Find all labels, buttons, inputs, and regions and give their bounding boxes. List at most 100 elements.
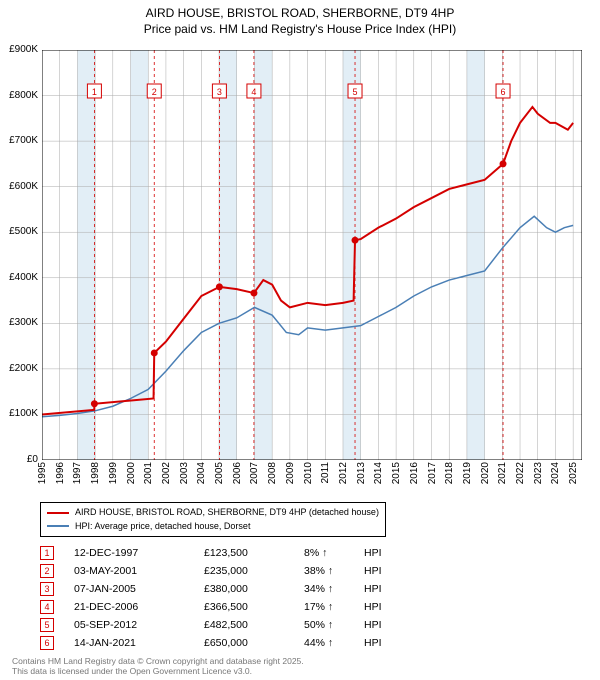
transaction-suffix: HPI [364, 619, 382, 631]
x-tick-label: 2003 [179, 462, 190, 484]
x-tick-label: 2021 [497, 462, 508, 484]
x-tick-label: 2006 [232, 462, 243, 484]
x-tick-label: 2020 [480, 462, 491, 484]
transaction-marker: 1 [40, 546, 54, 560]
x-tick-label: 2005 [214, 462, 225, 484]
transaction-row: 5 05-SEP-2012£482,50050% ↑HPI [40, 616, 382, 634]
transaction-marker: 6 [40, 636, 54, 650]
chart-plot-area: 1 2 3 4 5 6 [42, 50, 582, 460]
transaction-diff: 17% ↑ [304, 601, 364, 613]
x-tick-label: 2013 [356, 462, 367, 484]
x-tick-label: 2012 [338, 462, 349, 484]
svg-text:2: 2 [152, 87, 157, 97]
x-tick-label: 1996 [55, 462, 66, 484]
legend-label: HPI: Average price, detached house, Dors… [75, 520, 250, 534]
x-tick-label: 1999 [108, 462, 119, 484]
transaction-price: £650,000 [204, 637, 304, 649]
x-tick-label: 1998 [90, 462, 101, 484]
transaction-price: £380,000 [204, 583, 304, 595]
footer-line-1: Contains HM Land Registry data © Crown c… [12, 656, 304, 666]
transaction-diff: 8% ↑ [304, 547, 364, 559]
x-tick-label: 2011 [320, 462, 331, 484]
x-tick-label: 2002 [161, 462, 172, 484]
y-tick-label: £100K [0, 408, 38, 419]
footer-attribution: Contains HM Land Registry data © Crown c… [12, 656, 304, 676]
x-tick-label: 1997 [72, 462, 83, 484]
transaction-date: 05-SEP-2012 [74, 619, 204, 631]
legend-swatch [47, 512, 69, 514]
x-tick-label: 2023 [533, 462, 544, 484]
svg-text:4: 4 [251, 87, 256, 97]
transaction-date: 21-DEC-2006 [74, 601, 204, 613]
transaction-row: 4 21-DEC-2006£366,50017% ↑HPI [40, 598, 382, 616]
transaction-row: 1 12-DEC-1997£123,5008% ↑HPI [40, 544, 382, 562]
x-tick-label: 2015 [391, 462, 402, 484]
transaction-suffix: HPI [364, 583, 382, 595]
y-tick-label: £300K [0, 317, 38, 328]
chart-svg: 1 2 3 4 5 6 [42, 50, 582, 460]
transaction-row: 3 07-JAN-2005£380,00034% ↑HPI [40, 580, 382, 598]
x-tick-label: 1995 [37, 462, 48, 484]
y-tick-label: £600K [0, 181, 38, 192]
transaction-diff: 44% ↑ [304, 637, 364, 649]
transaction-date: 03-MAY-2001 [74, 565, 204, 577]
svg-text:6: 6 [501, 87, 506, 97]
x-tick-label: 2007 [249, 462, 260, 484]
x-tick-label: 2019 [462, 462, 473, 484]
title-line-2: Price paid vs. HM Land Registry's House … [144, 22, 456, 36]
svg-text:1: 1 [92, 87, 97, 97]
transaction-price: £482,500 [204, 619, 304, 631]
transaction-suffix: HPI [364, 601, 382, 613]
title-line-1: AIRD HOUSE, BRISTOL ROAD, SHERBORNE, DT9… [146, 6, 455, 20]
transaction-suffix: HPI [364, 547, 382, 559]
legend-item: HPI: Average price, detached house, Dors… [47, 520, 379, 534]
transaction-price: £123,500 [204, 547, 304, 559]
chart-title: AIRD HOUSE, BRISTOL ROAD, SHERBORNE, DT9… [0, 0, 600, 37]
x-tick-label: 2010 [303, 462, 314, 484]
transaction-marker: 4 [40, 600, 54, 614]
transaction-price: £366,500 [204, 601, 304, 613]
transaction-suffix: HPI [364, 565, 382, 577]
y-tick-label: £900K [0, 44, 38, 55]
y-tick-label: £800K [0, 90, 38, 101]
y-tick-label: £400K [0, 272, 38, 283]
transaction-diff: 38% ↑ [304, 565, 364, 577]
x-tick-label: 2017 [427, 462, 438, 484]
transaction-row: 6 14-JAN-2021£650,00044% ↑HPI [40, 634, 382, 652]
y-tick-label: £200K [0, 363, 38, 374]
legend-swatch [47, 525, 69, 527]
transaction-suffix: HPI [364, 637, 382, 649]
x-tick-label: 2008 [267, 462, 278, 484]
footer-line-2: This data is licensed under the Open Gov… [12, 666, 252, 676]
transaction-date: 12-DEC-1997 [74, 547, 204, 559]
x-tick-label: 2004 [196, 462, 207, 484]
x-tick-label: 2016 [409, 462, 420, 484]
svg-text:3: 3 [217, 87, 222, 97]
x-tick-label: 2025 [568, 462, 579, 484]
transaction-price: £235,000 [204, 565, 304, 577]
x-tick-label: 2022 [515, 462, 526, 484]
x-tick-label: 2024 [550, 462, 561, 484]
y-tick-label: £0 [0, 454, 38, 465]
transaction-date: 07-JAN-2005 [74, 583, 204, 595]
chart-container: AIRD HOUSE, BRISTOL ROAD, SHERBORNE, DT9… [0, 0, 600, 680]
transaction-diff: 50% ↑ [304, 619, 364, 631]
x-tick-label: 2014 [373, 462, 384, 484]
y-tick-label: £700K [0, 135, 38, 146]
x-tick-label: 2009 [285, 462, 296, 484]
x-tick-label: 2018 [444, 462, 455, 484]
transaction-row: 2 03-MAY-2001£235,00038% ↑HPI [40, 562, 382, 580]
x-tick-label: 2000 [126, 462, 137, 484]
transaction-marker: 3 [40, 582, 54, 596]
transaction-diff: 34% ↑ [304, 583, 364, 595]
y-tick-label: £500K [0, 226, 38, 237]
x-tick-label: 2001 [143, 462, 154, 484]
legend-box: AIRD HOUSE, BRISTOL ROAD, SHERBORNE, DT9… [40, 502, 386, 537]
transaction-table: 112-DEC-1997£123,5008% ↑HPI203-MAY-2001£… [40, 544, 382, 652]
legend-item: AIRD HOUSE, BRISTOL ROAD, SHERBORNE, DT9… [47, 506, 379, 520]
legend-label: AIRD HOUSE, BRISTOL ROAD, SHERBORNE, DT9… [75, 506, 379, 520]
transaction-marker: 5 [40, 618, 54, 632]
transaction-marker: 2 [40, 564, 54, 578]
transaction-date: 14-JAN-2021 [74, 637, 204, 649]
svg-text:5: 5 [353, 87, 358, 97]
